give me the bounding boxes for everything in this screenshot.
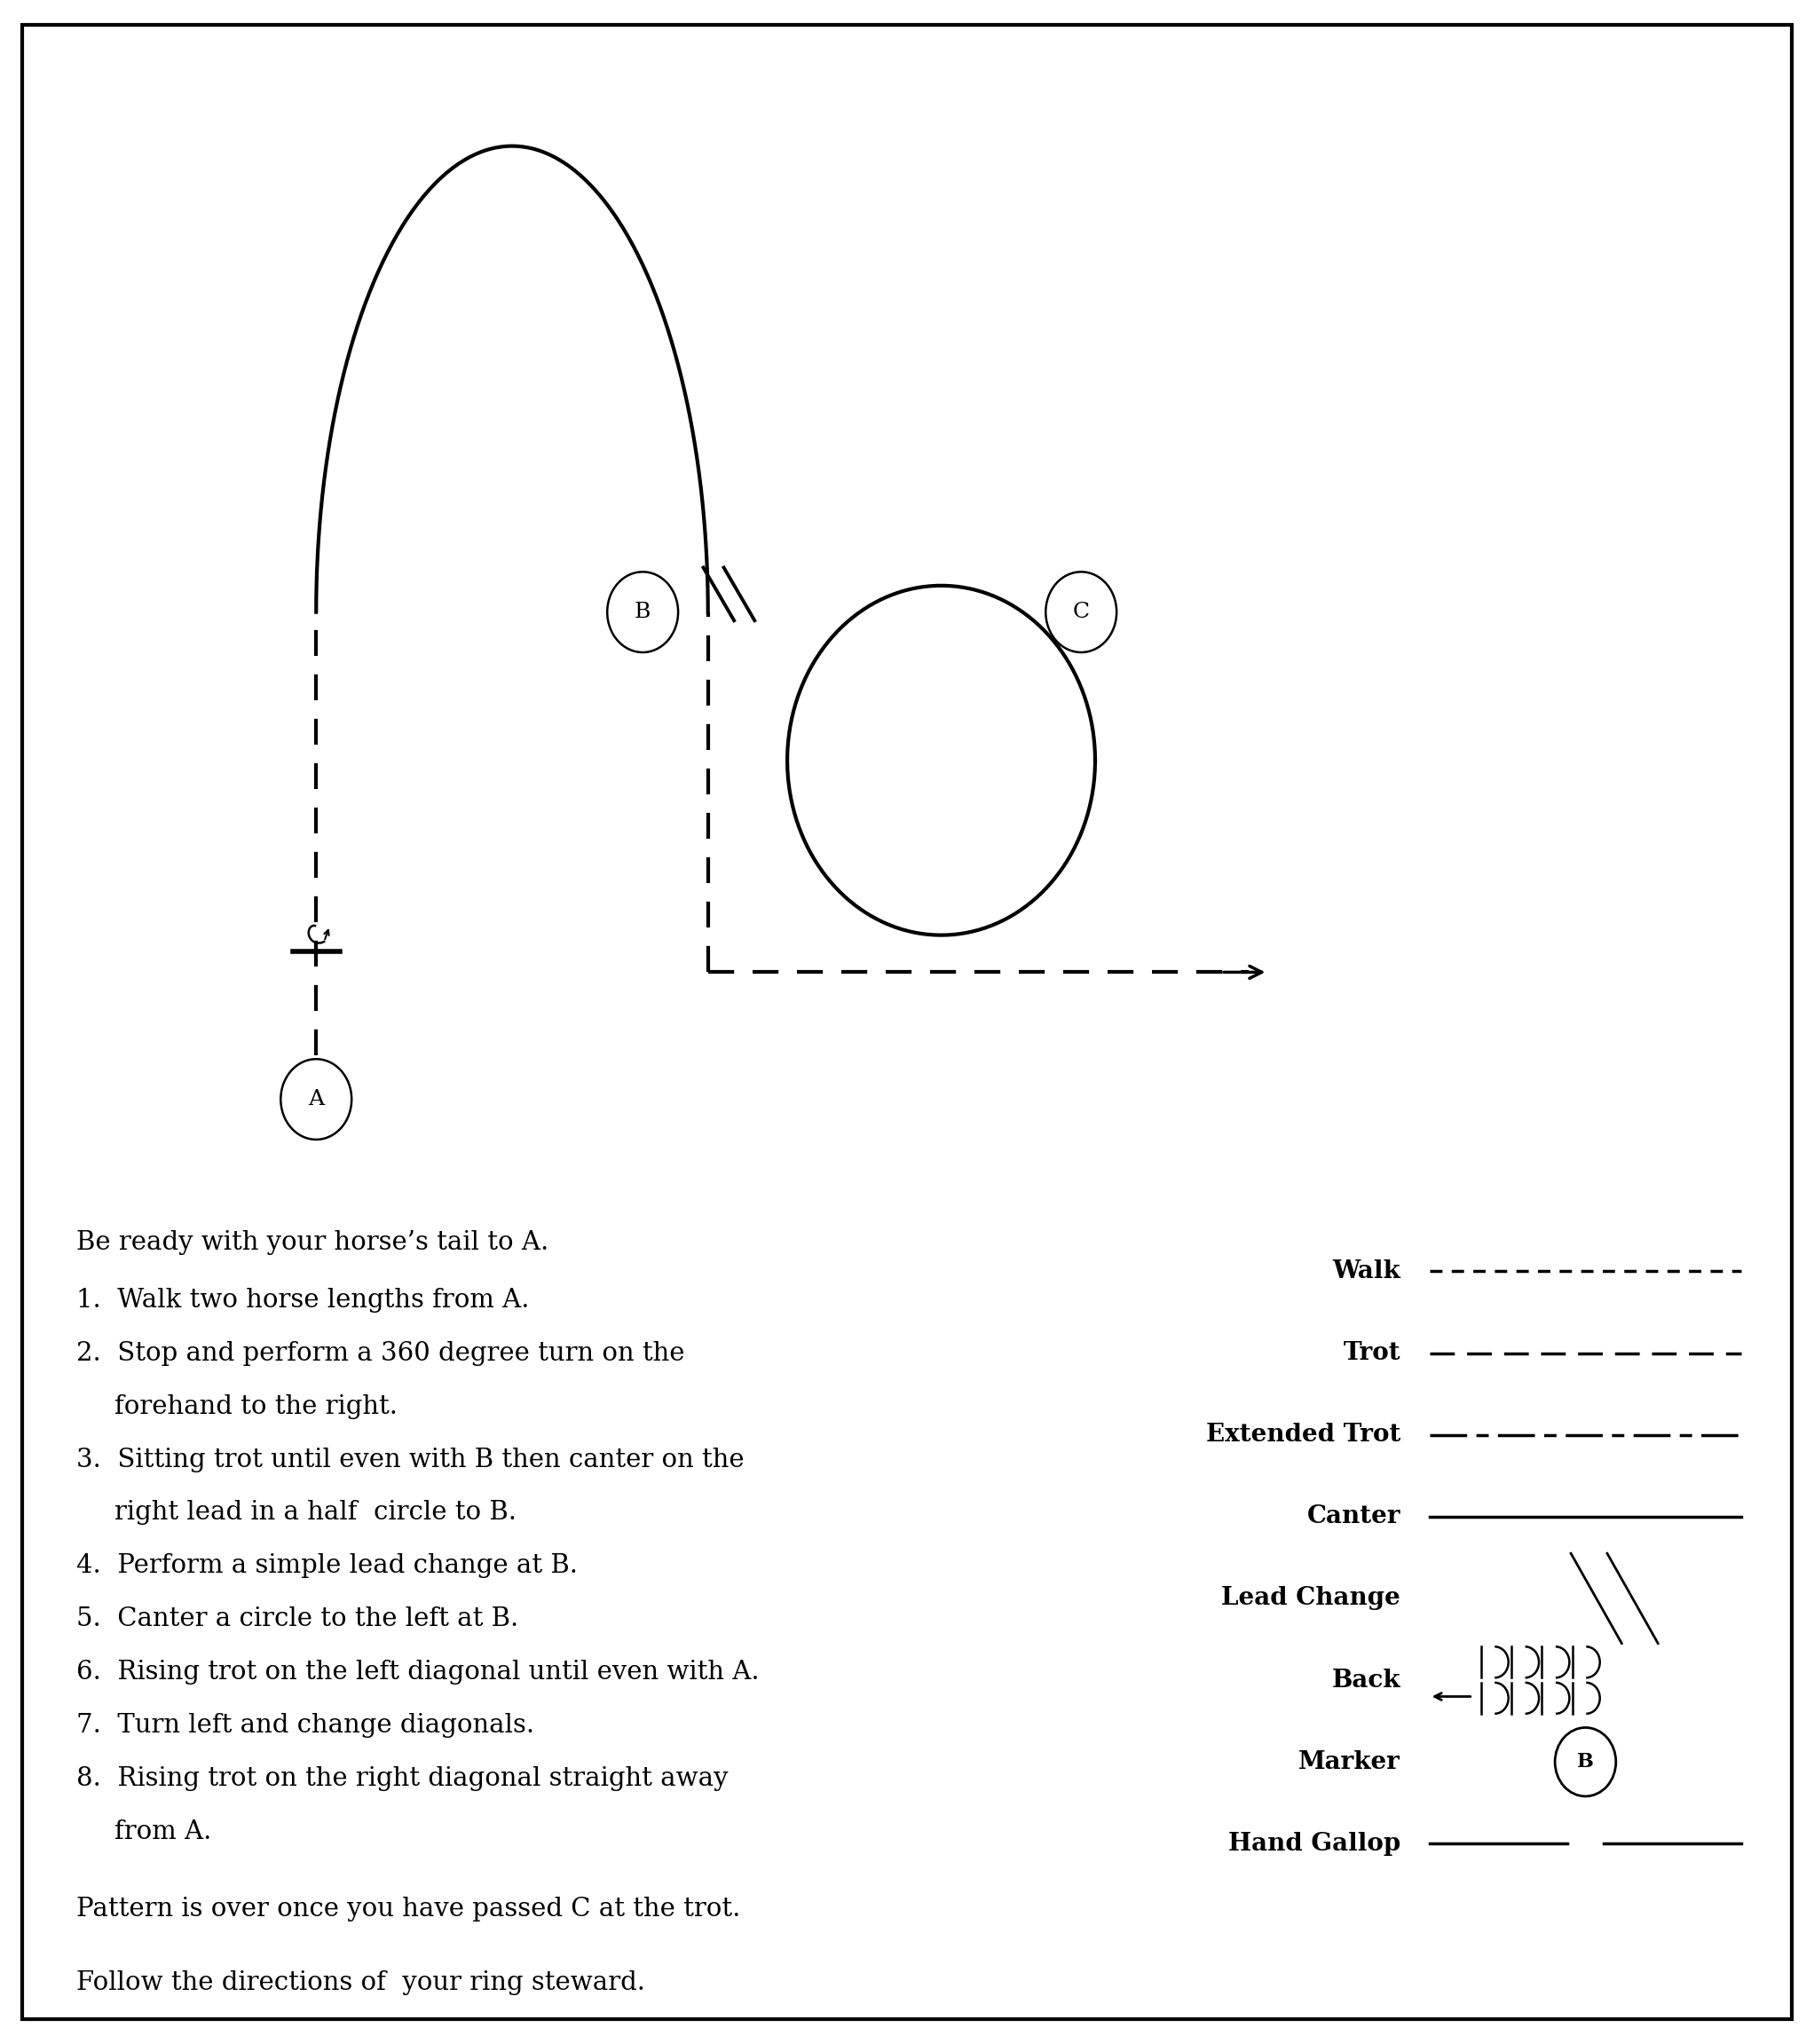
Text: Follow the directions of  your ring steward.: Follow the directions of your ring stewa… <box>76 1970 646 1995</box>
Text: 8.  Rising trot on the right diagonal straight away: 8. Rising trot on the right diagonal str… <box>76 1766 727 1791</box>
Text: 3.  Sitting trot until even with B then canter on the: 3. Sitting trot until even with B then c… <box>76 1447 744 1472</box>
Text: forehand to the right.: forehand to the right. <box>114 1394 397 1419</box>
Text: from A.: from A. <box>114 1819 212 1844</box>
Text: Pattern is over once you have passed C at the trot.: Pattern is over once you have passed C a… <box>76 1897 740 1921</box>
Circle shape <box>608 572 678 652</box>
Circle shape <box>281 1059 352 1141</box>
Text: A: A <box>308 1089 325 1110</box>
Text: Hand Gallop: Hand Gallop <box>1228 1831 1400 1856</box>
Text: C: C <box>1072 601 1090 621</box>
Text: right lead in a half  circle to B.: right lead in a half circle to B. <box>114 1500 517 1525</box>
Text: Walk: Walk <box>1331 1259 1400 1284</box>
Text: Be ready with your horse’s tail to A.: Be ready with your horse’s tail to A. <box>76 1230 548 1255</box>
Text: Canter: Canter <box>1306 1504 1400 1529</box>
Text: 6.  Rising trot on the left diagonal until even with A.: 6. Rising trot on the left diagonal unti… <box>76 1660 760 1684</box>
Text: 7.  Turn left and change diagonals.: 7. Turn left and change diagonals. <box>76 1713 535 1737</box>
Text: 1.  Walk two horse lengths from A.: 1. Walk two horse lengths from A. <box>76 1288 530 1312</box>
Circle shape <box>1555 1727 1616 1797</box>
Text: Extended Trot: Extended Trot <box>1206 1423 1400 1447</box>
Text: Marker: Marker <box>1299 1750 1400 1774</box>
Text: 4.  Perform a simple lead change at B.: 4. Perform a simple lead change at B. <box>76 1553 577 1578</box>
Text: B: B <box>635 601 651 621</box>
Text: 5.  Canter a circle to the left at B.: 5. Canter a circle to the left at B. <box>76 1607 519 1631</box>
Text: 2.  Stop and perform a 360 degree turn on the: 2. Stop and perform a 360 degree turn on… <box>76 1341 684 1365</box>
Text: Back: Back <box>1331 1668 1400 1692</box>
Text: Lead Change: Lead Change <box>1221 1586 1400 1611</box>
Text: B: B <box>1576 1752 1595 1772</box>
Text: Trot: Trot <box>1342 1341 1400 1365</box>
Circle shape <box>1045 572 1117 652</box>
